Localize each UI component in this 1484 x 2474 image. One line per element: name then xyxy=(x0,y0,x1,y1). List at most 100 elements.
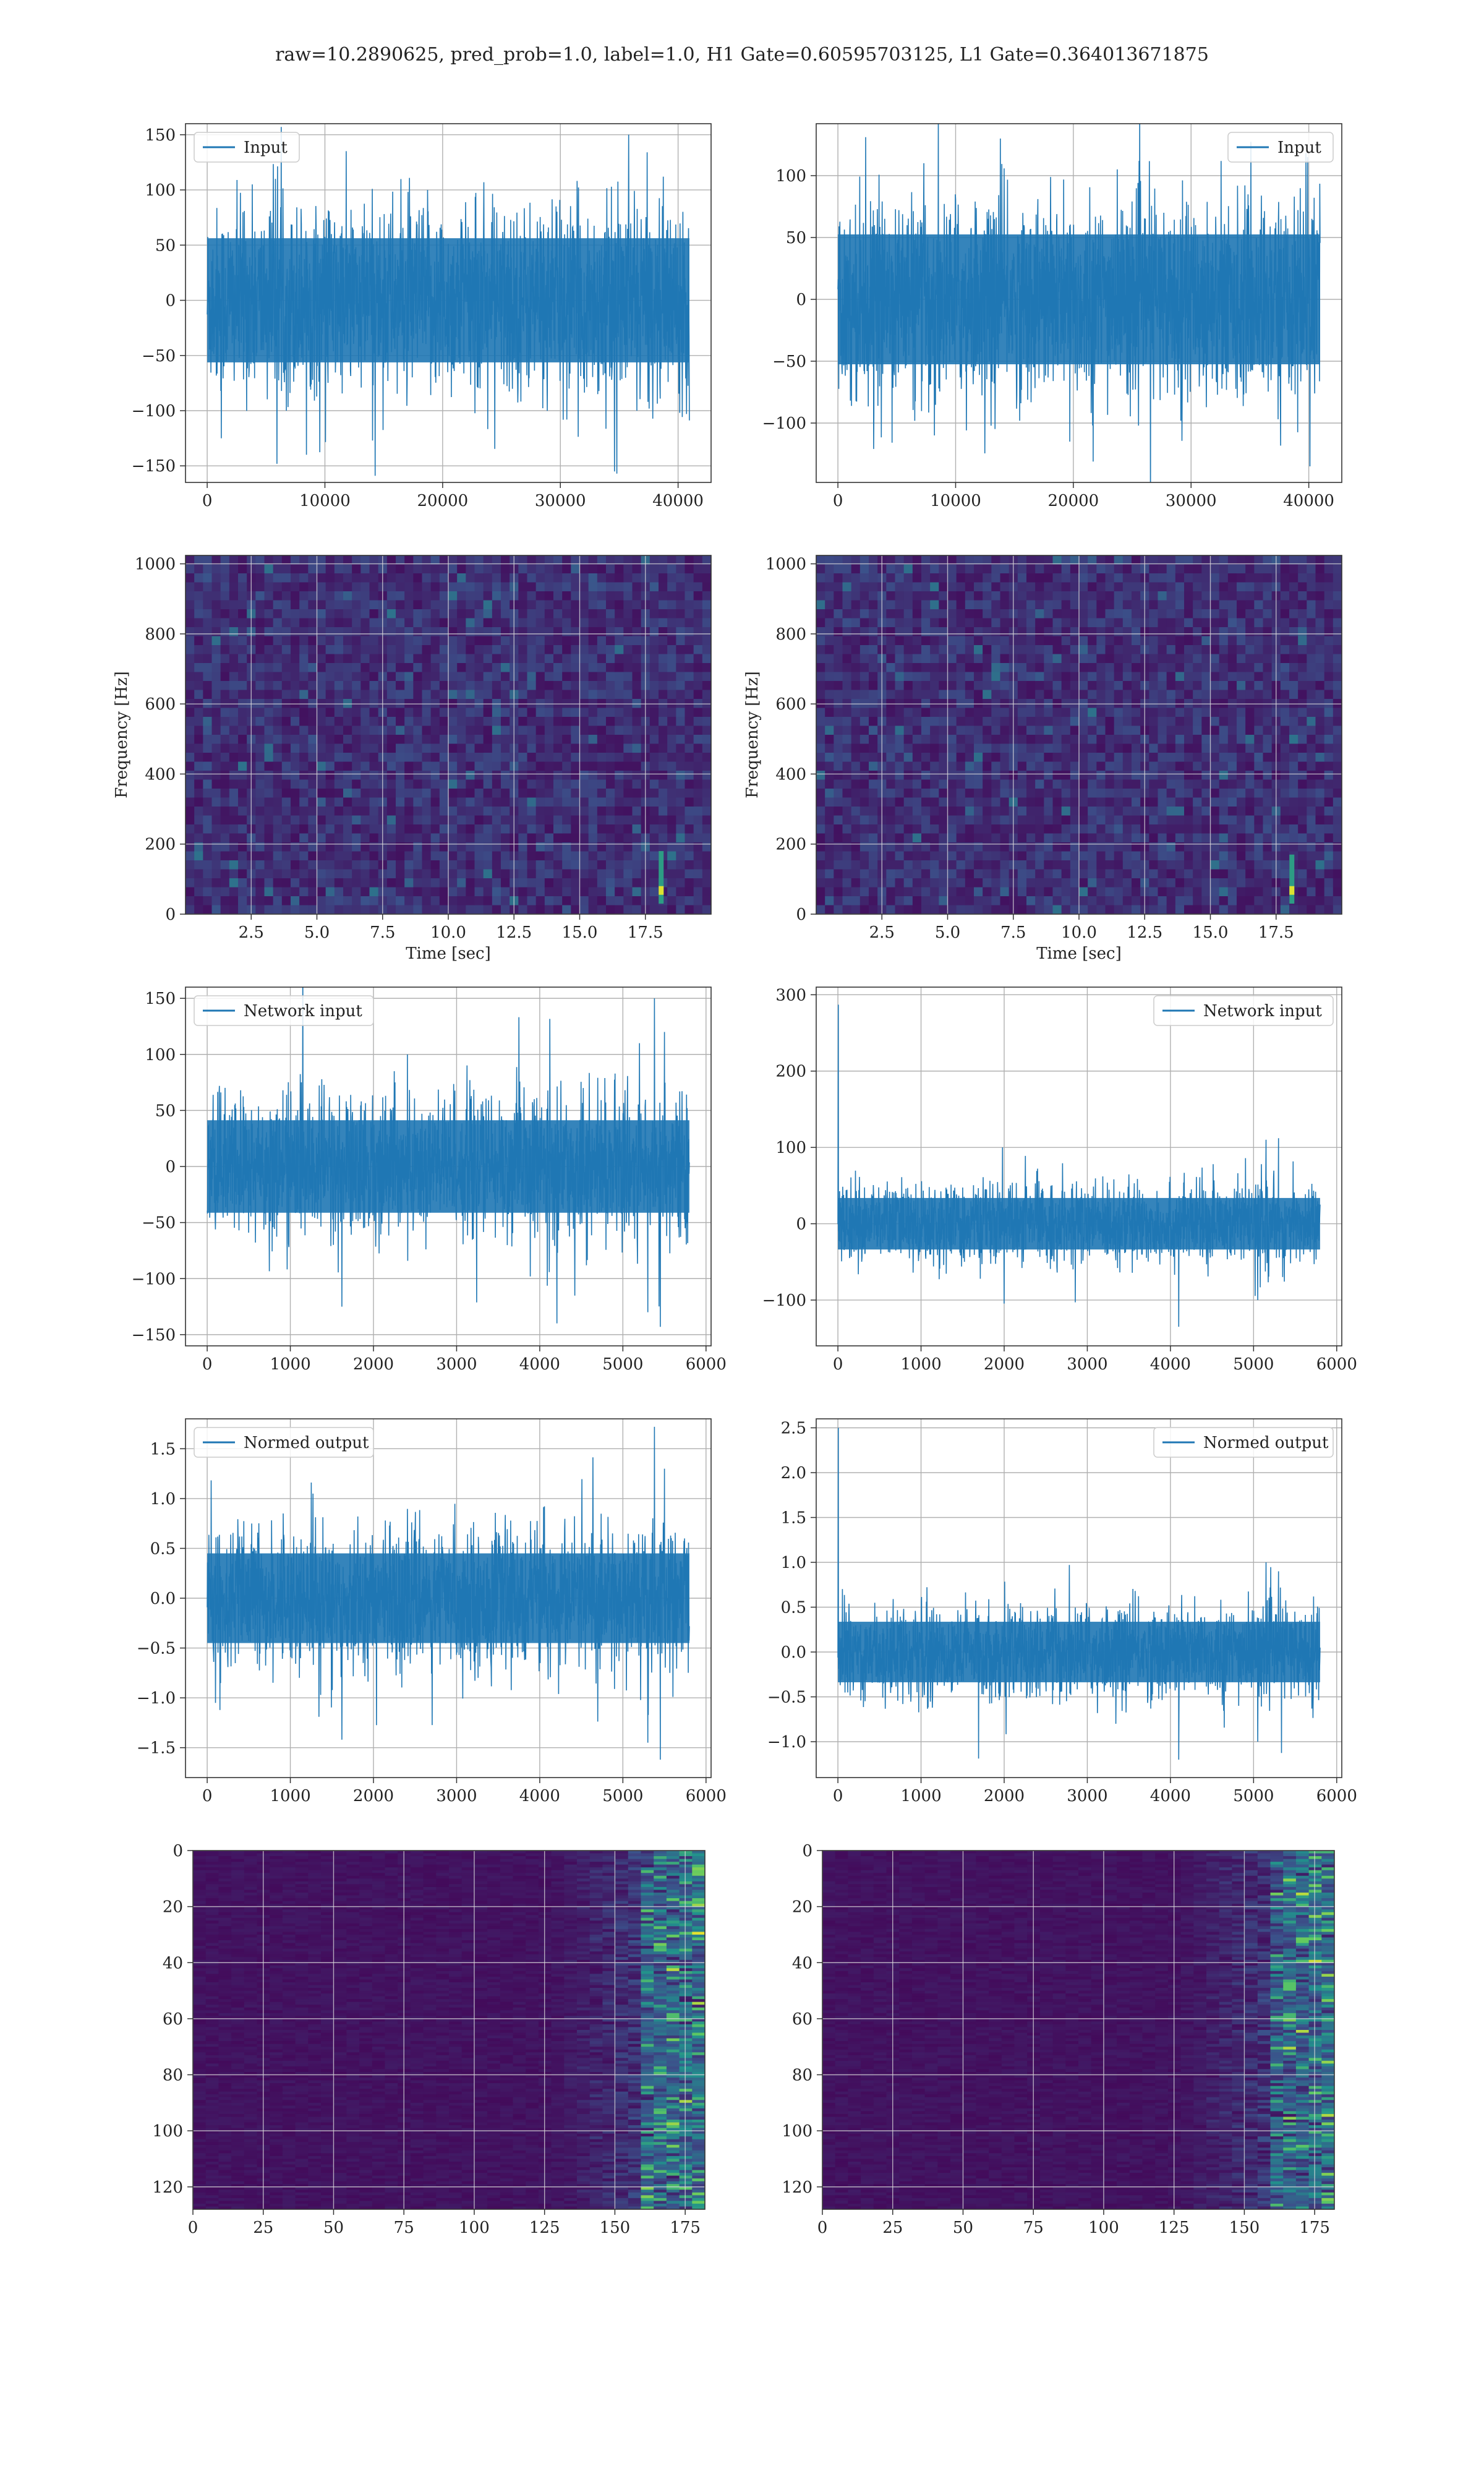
spectrogram-cell xyxy=(1245,896,1255,906)
spectrogram-cell xyxy=(308,771,318,781)
spectrogram-cell xyxy=(912,591,922,601)
spectrogram-cell xyxy=(659,735,668,745)
spectrogram-cell xyxy=(404,753,414,763)
spectrogram-cell xyxy=(448,582,458,592)
spectrogram-cell xyxy=(623,735,633,745)
spectrogram-cell xyxy=(457,896,466,906)
spectrogram-cell xyxy=(1149,663,1159,673)
spectrogram-cell xyxy=(317,609,326,619)
spectrogram-cell xyxy=(211,690,221,700)
spectrogram-cell xyxy=(1219,833,1229,843)
spectrogram-cell xyxy=(325,761,335,771)
spectrogram-cell xyxy=(360,789,370,798)
spectrogram-cell xyxy=(1132,582,1141,592)
spectrogram-cell xyxy=(1219,743,1229,753)
spectrogram-cell xyxy=(1219,789,1229,798)
spectrogram-cell xyxy=(1175,789,1185,798)
spectrogram-cell xyxy=(597,636,607,646)
spectrogram-cell xyxy=(396,708,405,717)
spectrogram-cell xyxy=(203,600,213,610)
spectrogram-cell xyxy=(571,761,581,771)
spectrogram-cell xyxy=(921,842,931,852)
spectrogram-cell xyxy=(1044,564,1054,574)
spectrogram-cell xyxy=(1175,600,1185,610)
spectrogram-cell xyxy=(1017,735,1027,745)
spectrogram-cell xyxy=(983,743,992,753)
spectrogram-cell xyxy=(930,690,939,700)
spectrogram-cell xyxy=(1184,627,1193,637)
spectrogram-cell xyxy=(1070,618,1080,628)
spectrogram-cell xyxy=(273,735,283,745)
spectrogram-cell xyxy=(1227,815,1237,825)
spectrogram-cell xyxy=(1254,690,1264,700)
spectrogram-cell xyxy=(255,753,265,763)
x-axis-label: Time [sec] xyxy=(1036,944,1122,963)
spectrogram-cell xyxy=(1000,555,1010,565)
spectrogram-cell xyxy=(947,672,957,682)
spectrogram-cell xyxy=(1035,627,1044,637)
spectrogram-cell xyxy=(1237,645,1246,655)
spectrogram-cell xyxy=(1061,807,1071,816)
spectrogram-cell xyxy=(1079,690,1088,700)
spectrogram-cell xyxy=(834,771,843,781)
spectrogram-cell xyxy=(1219,663,1229,673)
spectrogram-cell xyxy=(1227,627,1237,637)
spectrogram-cell xyxy=(956,627,966,637)
spectrogram-cell xyxy=(859,833,869,843)
spectrogram-cell xyxy=(1333,564,1342,574)
spectrogram-cell xyxy=(317,851,326,861)
spectrogram-cell xyxy=(1132,896,1141,906)
spectrogram-cell xyxy=(684,690,694,700)
spectrogram-cell xyxy=(1307,743,1316,753)
spectrogram-cell xyxy=(684,708,694,717)
spectrogram-cell xyxy=(667,627,676,637)
spectrogram-cell xyxy=(667,645,676,655)
spectrogram-cell xyxy=(632,735,642,745)
spectrogram-cell xyxy=(1289,555,1298,565)
spectrogram-cell xyxy=(1000,600,1010,610)
spectrogram-cell xyxy=(352,555,361,565)
spectrogram-cell xyxy=(474,645,484,655)
spectrogram-cell xyxy=(448,860,458,870)
spectrogram-cell xyxy=(281,833,291,843)
spectrogram-cell xyxy=(842,735,852,745)
spectrogram-cell xyxy=(211,582,221,592)
spectrogram-cell xyxy=(895,582,905,592)
spectrogram-cell xyxy=(615,573,624,583)
spectrogram-cell xyxy=(518,869,528,879)
spectrogram-cell xyxy=(983,779,992,789)
spectrogram-cell xyxy=(1122,564,1132,574)
spectrogram-cell xyxy=(956,717,966,727)
spectrogram-cell xyxy=(1044,717,1054,727)
spectrogram-cell xyxy=(291,797,300,807)
spectrogram-cell xyxy=(921,582,931,592)
spectrogram-cell xyxy=(1052,564,1062,574)
spectrogram-cell xyxy=(895,789,905,798)
spectrogram-cell xyxy=(492,743,501,753)
spectrogram-cell xyxy=(1245,842,1255,852)
spectrogram-cell xyxy=(1245,582,1255,592)
spectrogram-cell xyxy=(518,582,528,592)
spectrogram-cell xyxy=(1026,824,1036,834)
spectrogram-cell xyxy=(273,824,283,834)
spectrogram-cell xyxy=(430,717,440,727)
spectrogram-cell xyxy=(527,618,537,628)
spectrogram-cell xyxy=(1088,753,1097,763)
spectrogram-cell xyxy=(203,672,213,682)
spectrogram-cell xyxy=(1184,717,1193,727)
spectrogram-cell xyxy=(518,833,528,843)
spectrogram-cell xyxy=(1000,743,1010,753)
spectrogram-cell xyxy=(579,905,589,914)
spectrogram-cell xyxy=(1307,582,1316,592)
spectrogram-cell xyxy=(571,815,581,825)
spectrogram-cell xyxy=(1315,779,1325,789)
spectrogram-cell xyxy=(1254,681,1264,691)
spectrogram-cell xyxy=(693,789,703,798)
spectrogram-cell xyxy=(203,789,213,798)
spectrogram-cell xyxy=(693,717,703,727)
spectrogram-cell xyxy=(1219,807,1229,816)
spectrogram-cell xyxy=(1017,878,1027,888)
spectrogram-cell xyxy=(974,824,983,834)
spectrogram-cell xyxy=(991,564,1001,574)
